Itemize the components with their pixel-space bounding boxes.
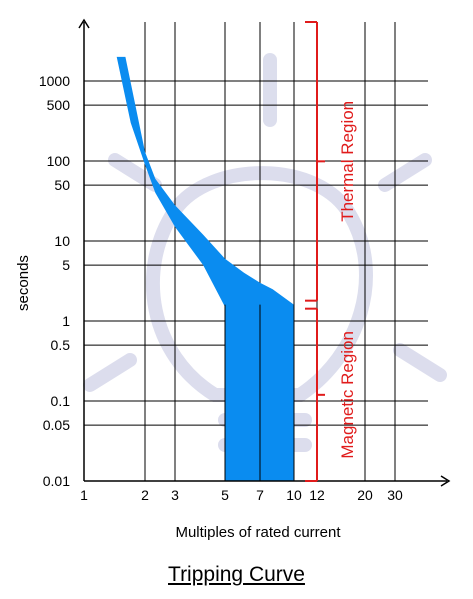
- y-tick-label: 0.01: [43, 473, 70, 489]
- y-tick-label: 0.1: [51, 393, 71, 409]
- x-tick-label: 10: [286, 487, 302, 503]
- y-tick-label: 1: [62, 313, 70, 329]
- y-tick-label: 0.5: [51, 337, 71, 353]
- x-tick-label: 7: [256, 487, 264, 503]
- x-tick-label: 30: [387, 487, 403, 503]
- tripping-band: [116, 56, 295, 482]
- x-axis-title: Multiples of rated current: [175, 524, 341, 541]
- x-tick-label: 1: [80, 487, 88, 503]
- region-label: Thermal Region: [338, 101, 357, 222]
- x-tick-label: 2: [141, 487, 149, 503]
- y-tick-label: 5: [62, 257, 70, 273]
- y-tick-labels: 0.01 0.05 0.1 0.5 1 5 10 50 100 500 1000: [39, 73, 70, 489]
- tripping-band-area: [116, 56, 294, 482]
- x-axis-arrow: [440, 475, 451, 487]
- y-tick-label: 1000: [39, 73, 70, 89]
- y-tick-label: 0.05: [43, 417, 70, 433]
- chart-title: Tripping Curve: [168, 563, 305, 586]
- y-tick-label: 50: [54, 177, 70, 193]
- chart-axes: [78, 18, 451, 487]
- y-axis-arrow: [78, 18, 90, 29]
- y-tick-label: 500: [47, 97, 71, 113]
- y-tick-label: 100: [47, 153, 71, 169]
- x-tick-labels: 1 2 3 5 7 10 12 20 30: [80, 487, 403, 503]
- y-tick-label: 10: [54, 233, 70, 249]
- x-tick-label: 3: [171, 487, 179, 503]
- y-axis-title: seconds: [15, 255, 32, 311]
- x-tick-label: 20: [357, 487, 373, 503]
- x-tick-label: 12: [309, 487, 325, 503]
- x-tick-label: 5: [221, 487, 229, 503]
- region-brackets: Thermal Region Magnetic Region: [305, 21, 357, 482]
- region-label: Magnetic Region: [338, 331, 357, 459]
